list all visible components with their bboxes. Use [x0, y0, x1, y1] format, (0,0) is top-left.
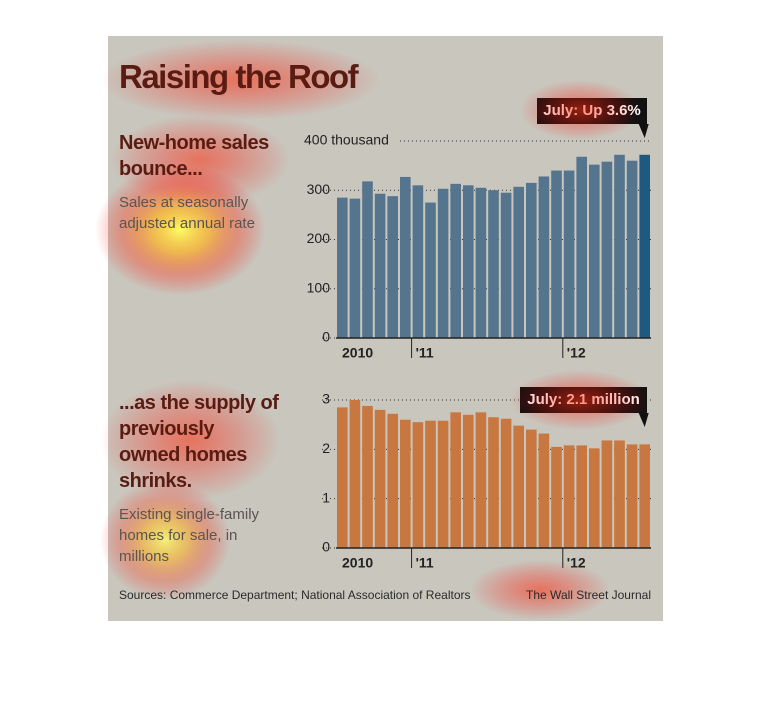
bar	[551, 170, 562, 338]
bar	[500, 192, 512, 338]
bar	[563, 445, 575, 548]
bar	[349, 400, 361, 548]
bar	[488, 190, 499, 338]
sources: Sources: Commerce Department; National A…	[119, 588, 471, 602]
x-tick-label: 2010	[342, 345, 373, 361]
x-tick-label: '12	[567, 345, 586, 361]
bar	[463, 185, 474, 338]
bar	[639, 444, 650, 548]
chart-title: New-home sales bounce...	[119, 132, 269, 180]
bar	[450, 412, 461, 548]
bar	[400, 176, 411, 338]
chart-title: ...as the supply of previously owned hom…	[119, 392, 279, 492]
y-tick-label: 100	[307, 279, 331, 295]
bar	[589, 448, 600, 548]
bar	[437, 420, 449, 548]
bar	[601, 161, 613, 338]
y-tick-label: 0	[322, 329, 330, 345]
bar	[488, 417, 499, 548]
bar	[626, 444, 638, 548]
y-tick-label: 3	[322, 391, 330, 407]
y-tick-label: 1	[322, 489, 330, 505]
bar	[614, 440, 625, 548]
bar	[526, 429, 537, 548]
chart-subtitle: Sales at seasonally adjusted annual rate	[119, 194, 255, 232]
y-tick-label: 2	[322, 440, 330, 456]
bar	[538, 176, 550, 338]
bar	[513, 186, 524, 338]
bar	[412, 422, 424, 548]
x-tick-label: 2010	[342, 555, 373, 571]
y-tick-label: 300	[307, 181, 331, 197]
bar	[601, 440, 613, 548]
title: Raising the Roof	[119, 58, 359, 95]
bar	[400, 419, 411, 548]
bar	[551, 446, 562, 548]
bar	[526, 182, 537, 338]
bar	[337, 197, 348, 338]
bar	[576, 156, 587, 338]
bar	[513, 425, 524, 548]
credit: The Wall Street Journal	[526, 588, 651, 602]
bar	[425, 420, 436, 548]
bar	[387, 413, 398, 548]
bar	[576, 445, 587, 548]
bar	[500, 418, 512, 548]
bar	[412, 185, 424, 338]
bar	[639, 154, 650, 338]
bar	[374, 409, 386, 548]
bar	[589, 164, 600, 338]
bar	[374, 193, 386, 338]
bar	[387, 196, 398, 338]
bar	[450, 183, 461, 338]
y-tick-label: 400 thousand	[304, 132, 389, 148]
bar	[362, 181, 373, 338]
bar	[463, 414, 474, 548]
y-tick-label: 200	[307, 230, 331, 246]
heatmap	[95, 40, 650, 620]
bar	[614, 154, 625, 338]
bar	[362, 405, 373, 548]
bar	[626, 160, 638, 338]
bar	[337, 407, 348, 548]
bar	[425, 202, 436, 338]
x-tick-label: '11	[416, 345, 434, 361]
bar	[538, 433, 550, 548]
bar	[475, 412, 487, 548]
bar	[563, 170, 575, 338]
x-tick-label: '11	[416, 555, 434, 571]
chart-subtitle: Existing single-family homes for sale, i…	[119, 506, 260, 565]
bar	[437, 188, 449, 338]
bar	[475, 187, 487, 338]
y-tick-label: 0	[322, 539, 330, 555]
bar	[349, 198, 361, 338]
